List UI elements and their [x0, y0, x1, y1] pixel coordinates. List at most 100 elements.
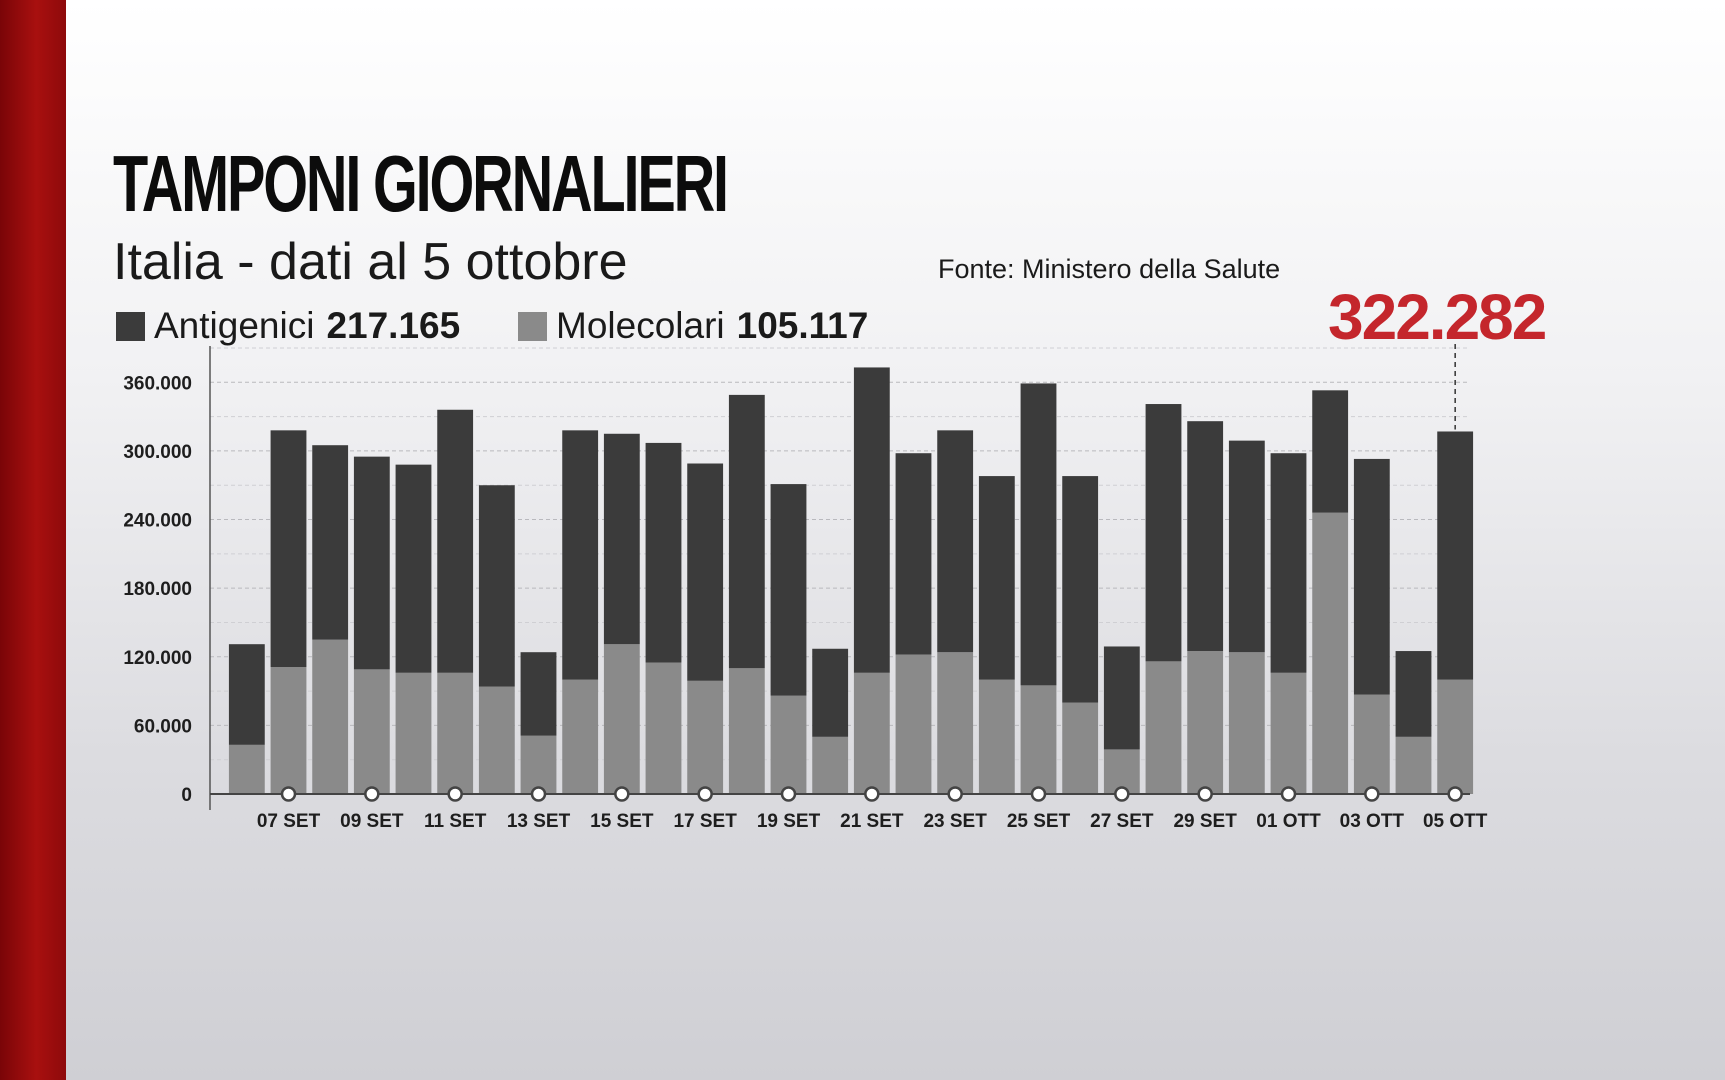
bar-molecolari — [270, 667, 307, 794]
bar-antigenici — [1312, 390, 1349, 513]
bar-molecolari — [687, 680, 724, 794]
x-tick-label: 07 SET — [257, 811, 321, 832]
x-tick-label: 27 SET — [1090, 811, 1154, 832]
x-tick-label: 23 SET — [923, 811, 987, 832]
x-tick-marker — [1030, 786, 1047, 802]
x-tick-label: 03 OTT — [1340, 811, 1405, 832]
bar-antigenici — [312, 445, 349, 640]
bar-antigenici — [1187, 421, 1224, 652]
x-tick-marker — [447, 786, 463, 802]
bar-antigenici — [1103, 646, 1140, 750]
x-tick-label: 25 SET — [1007, 811, 1071, 832]
y-tick-label: 180.000 — [123, 579, 192, 600]
legend-swatch-molecolari — [518, 312, 547, 341]
bar-antigenici — [853, 367, 890, 673]
bar-molecolari — [395, 672, 432, 794]
x-tick-label: 15 SET — [590, 811, 654, 832]
bar-molecolari — [853, 672, 890, 794]
x-tick-label: 05 OTT — [1423, 811, 1488, 832]
x-tick-label: 11 SET — [424, 811, 487, 832]
bar-molecolari — [1353, 694, 1390, 794]
bar-antigenici — [937, 430, 974, 653]
x-tick-marker — [1364, 786, 1380, 802]
bar-antigenici — [603, 433, 640, 645]
bar-antigenici — [437, 409, 474, 673]
latest-total: 322.282 — [1328, 281, 1547, 353]
bar-antigenici — [353, 456, 390, 670]
bar-antigenici — [1020, 383, 1057, 686]
bar-molecolari — [562, 679, 599, 794]
bar-antigenici — [228, 644, 265, 745]
bar-antigenici — [1145, 404, 1182, 662]
bar-molecolari — [478, 686, 515, 794]
x-tick-marker — [947, 786, 963, 802]
bar-antigenici — [770, 484, 807, 696]
y-tick-label: 120.000 — [123, 648, 192, 669]
x-tick-marker — [780, 786, 797, 802]
bar-molecolari — [812, 736, 849, 794]
bar-antigenici — [1395, 651, 1432, 737]
x-tick-marker — [1280, 786, 1297, 802]
bar-molecolari — [520, 735, 557, 794]
bar-molecolari — [895, 654, 932, 794]
bar-antigenici — [395, 464, 432, 673]
bar-molecolari — [645, 662, 682, 794]
bar-molecolari — [312, 639, 349, 794]
bar-antigenici — [562, 430, 599, 680]
bar-molecolari — [770, 695, 807, 794]
legend-label-molecolari: Molecolari — [556, 305, 725, 346]
y-tick-label: 0 — [181, 785, 192, 806]
x-tick-marker — [364, 786, 380, 802]
brand-band — [0, 0, 66, 1080]
source-note: Fonte: Ministero della Salute — [938, 254, 1281, 284]
page-title: TAMPONI GIORNALIERI — [113, 139, 729, 228]
bar-antigenici — [728, 394, 765, 669]
y-tick-label: 240.000 — [123, 511, 192, 532]
x-tick-marker — [280, 786, 297, 802]
bar-molecolari — [728, 668, 765, 794]
bar-molecolari — [1395, 736, 1432, 794]
bar-molecolari — [1145, 661, 1182, 794]
bar-molecolari — [353, 669, 390, 794]
x-tick-label: 19 SET — [757, 811, 821, 832]
x-tick-marker — [1114, 786, 1130, 802]
x-tick-marker — [1447, 786, 1463, 802]
bar-antigenici — [1353, 458, 1390, 695]
x-tick-label: 01 OTT — [1256, 811, 1321, 832]
x-tick-marker — [1197, 786, 1213, 802]
bar-antigenici — [1437, 431, 1474, 680]
bar-antigenici — [270, 430, 307, 668]
bar-molecolari — [1437, 679, 1474, 794]
legend-item-molecolari: Molecolari 105.117 — [518, 305, 868, 347]
bar-antigenici — [478, 485, 515, 687]
x-tick-label: 17 SET — [673, 811, 737, 832]
legend-value-molecolari: 105.117 — [736, 305, 869, 346]
bar-antigenici — [895, 453, 932, 655]
legend-item-antigenici: Antigenici 217.165 — [116, 305, 460, 347]
bar-antigenici — [1228, 440, 1265, 653]
bar-molecolari — [978, 679, 1015, 794]
x-tick-label: 13 SET — [507, 811, 571, 832]
bar-antigenici — [812, 648, 849, 737]
bar-antigenici — [687, 463, 724, 681]
bar-molecolari — [228, 744, 265, 794]
x-tick-marker — [530, 786, 547, 802]
bar-molecolari — [1020, 685, 1057, 794]
bar-antigenici — [1270, 453, 1307, 673]
bar-molecolari — [937, 652, 974, 794]
bar-antigenici — [645, 442, 682, 663]
legend-label-antigenici: Antigenici — [154, 305, 315, 346]
y-tick-label: 360.000 — [123, 373, 192, 394]
bar-molecolari — [603, 644, 640, 794]
bar-antigenici — [1062, 476, 1099, 703]
legend-value-antigenici: 217.165 — [326, 305, 461, 346]
x-tick-label: 09 SET — [340, 811, 404, 832]
bar-antigenici — [520, 652, 557, 736]
bar-molecolari — [1062, 702, 1099, 794]
x-tick-label: 21 SET — [840, 811, 904, 832]
bar-molecolari — [437, 672, 474, 794]
legend-swatch-antigenici — [116, 312, 145, 341]
x-tick-marker — [864, 786, 880, 802]
bar-molecolari — [1228, 652, 1265, 794]
